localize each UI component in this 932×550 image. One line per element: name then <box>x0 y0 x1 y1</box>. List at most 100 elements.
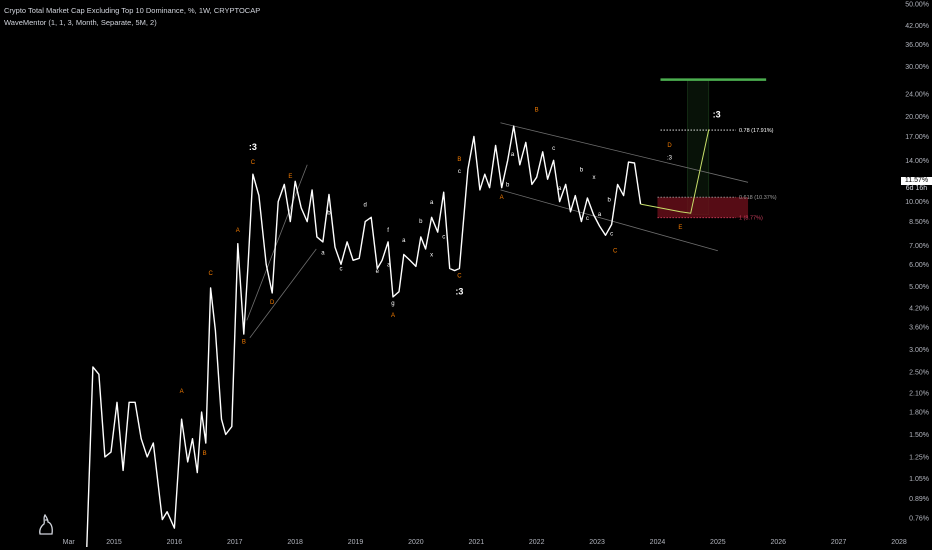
wave-label: a <box>430 200 434 206</box>
wave-label: x <box>593 175 596 181</box>
y-tick-label: 8.50% <box>909 219 929 226</box>
wave-label: E <box>678 225 682 231</box>
wave-label: D <box>270 300 275 306</box>
y-tick-label: 2.10% <box>909 391 929 398</box>
wave-label: :3 <box>713 110 721 120</box>
y-tick-label: 30.00% <box>905 64 929 71</box>
wave-label: C <box>208 271 213 277</box>
y-tick-label: 10.00% <box>905 199 929 206</box>
fib-level-label: 0.618 (10.37%) <box>739 195 777 201</box>
y-tick-label: 17.00% <box>905 134 929 141</box>
wave-label: b <box>327 211 331 217</box>
x-tick-label: 2021 <box>469 539 485 546</box>
wave-label: A <box>391 313 395 319</box>
current-price-value: 11.57% <box>904 177 929 184</box>
wave-label: :3 <box>249 142 257 152</box>
wave-label: b <box>506 183 510 189</box>
indicator-label[interactable]: WaveMentor (1, 1, 3, Month, Separate, 5M… <box>4 18 157 27</box>
x-tick-label: 2027 <box>831 539 847 546</box>
price-line <box>86 125 642 548</box>
wave-label: a <box>558 186 562 192</box>
y-tick-label: 20.00% <box>905 114 929 121</box>
wave-label: B <box>535 108 539 114</box>
y-tick-label: 0.89% <box>909 496 929 503</box>
wave-label: A <box>236 228 240 234</box>
channel-line <box>249 248 317 338</box>
x-tick-label: 2015 <box>106 539 122 546</box>
y-tick-label: 1.80% <box>909 410 929 417</box>
y-tick-label: 6.00% <box>909 262 929 269</box>
wave-label: C <box>613 249 618 255</box>
y-tick-label: 0.76% <box>909 516 929 523</box>
wave-label: c <box>340 267 343 273</box>
wave-label: A <box>500 195 504 201</box>
y-tick-label: 4.20% <box>909 306 929 313</box>
y-tick-label: 42.00% <box>905 23 929 30</box>
wave-label: b <box>580 167 584 173</box>
wave-label: E <box>288 174 292 180</box>
wave-label: a <box>387 262 391 268</box>
bar-countdown: 6d 16h <box>901 185 932 193</box>
wave-label: f <box>387 228 389 234</box>
y-tick-label: 1.25% <box>909 454 929 461</box>
x-tick-label: Mar <box>63 539 76 546</box>
x-tick-label: 2016 <box>167 539 183 546</box>
x-tick-label: 2017 <box>227 539 243 546</box>
wave-label: a <box>321 250 325 256</box>
wave-label: c <box>442 235 445 241</box>
y-tick-label: 1.50% <box>909 432 929 439</box>
y-tick-label: 2.50% <box>909 369 929 376</box>
chart-title: Crypto Total Market Cap Excluding Top 10… <box>4 6 261 15</box>
current-price-badge: 11.57% 6d 16h <box>901 177 932 193</box>
y-tick-label: 50.00% <box>905 2 929 9</box>
y-tick-label: 5.00% <box>909 284 929 291</box>
y-tick-label: 3.00% <box>909 347 929 354</box>
wave-label: a <box>402 238 406 244</box>
y-tick-label: 7.00% <box>909 243 929 250</box>
wave-label: a <box>598 212 602 218</box>
wave-label: c <box>586 216 589 222</box>
wave-label: a <box>511 152 515 158</box>
wave-label: :3 <box>455 286 463 296</box>
channel-line <box>500 122 749 183</box>
x-tick-label: 2018 <box>287 539 303 546</box>
wave-label: d <box>364 203 367 209</box>
x-tick-label: 2023 <box>589 539 605 546</box>
x-tick-label: 2019 <box>348 539 364 546</box>
channel-line <box>500 189 718 252</box>
target-box <box>687 79 710 215</box>
x-tick-label: 2024 <box>650 539 666 546</box>
wave-label: :3 <box>667 155 673 161</box>
x-tick-label: 2026 <box>770 539 786 546</box>
wave-label: c <box>610 231 613 237</box>
wave-label: B <box>203 451 207 457</box>
wave-label: D <box>667 143 672 149</box>
x-tick-label: 2025 <box>710 539 726 546</box>
wave-label: B <box>457 157 461 163</box>
y-tick-label: 1.05% <box>909 476 929 483</box>
channel-line <box>246 164 308 321</box>
wave-label: b <box>607 198 611 204</box>
wave-label: c <box>552 146 555 152</box>
x-tick-label: 2020 <box>408 539 424 546</box>
wave-label: A <box>180 389 184 395</box>
y-tick-label: 3.60% <box>909 325 929 332</box>
wave-label: C <box>251 160 256 166</box>
wave-label: C <box>457 273 462 279</box>
y-tick-label: 24.00% <box>905 92 929 99</box>
forecast-line <box>640 129 710 214</box>
tradingview-logo-icon[interactable] <box>36 512 56 536</box>
y-tick-label: 14.00% <box>905 158 929 165</box>
wave-label: g <box>391 301 394 307</box>
fib-level-label: 1 (8.77%) <box>739 216 763 222</box>
x-tick-label: 2022 <box>529 539 545 546</box>
y-tick-label: 36.00% <box>905 42 929 49</box>
wave-label: x <box>430 252 433 258</box>
fib-level-label: 0.78 (17.91%) <box>739 128 774 134</box>
x-tick-label: 2028 <box>891 539 907 546</box>
wave-label: b <box>419 219 423 225</box>
red-zone <box>657 197 749 218</box>
wave-label: B <box>242 339 246 345</box>
